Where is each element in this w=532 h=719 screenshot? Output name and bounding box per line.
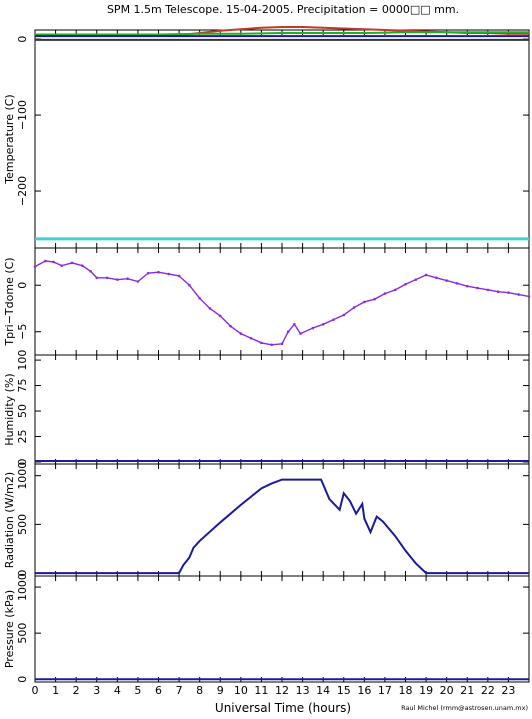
y-axis-label: Humidity (%): [3, 373, 16, 445]
y-tick-label: 100: [16, 350, 29, 371]
y-tick-label: −5: [16, 324, 29, 340]
data-series-line: [35, 478, 529, 575]
x-tick-label: 18: [399, 684, 413, 697]
y-tick-label: 0: [16, 282, 29, 289]
x-axis-label: Universal Time (hours): [215, 701, 351, 715]
x-tick-label: 0: [32, 684, 39, 697]
data-series-line: [35, 31, 529, 36]
y-axis-label: Pressure (kPa): [3, 590, 16, 668]
y-tick-label: −200: [16, 176, 29, 206]
x-tick-label: 23: [501, 684, 515, 697]
x-tick-label: 9: [217, 684, 224, 697]
x-tick-label: 12: [275, 684, 289, 697]
x-tick-label: 11: [254, 684, 268, 697]
y-tick-label: 0: [16, 36, 29, 43]
y-tick-label: 0: [16, 458, 29, 465]
x-tick-label: 2: [73, 684, 80, 697]
y-tick-label: 0: [16, 570, 29, 577]
credit-text: Raul Michel (rmm@astrosen.unam.mx): [401, 704, 528, 712]
x-tick-label: 13: [296, 684, 310, 697]
x-tick-label: 5: [134, 684, 141, 697]
panel-frame: [34, 247, 530, 356]
x-tick-label: 14: [316, 684, 330, 697]
y-tick-label: 75: [16, 379, 29, 393]
x-tick-label: 15: [337, 684, 351, 697]
panel-frame: [34, 29, 530, 249]
y-axis-label: Temperature (C): [3, 94, 16, 184]
y-tick-label: 0: [16, 676, 29, 683]
panel-frame: [34, 463, 530, 577]
x-tick-label: 8: [196, 684, 203, 697]
x-tick-label: 3: [93, 684, 100, 697]
data-series-line: [34, 260, 530, 346]
y-tick-label: 50: [16, 404, 29, 418]
x-tick-label: 1: [52, 684, 59, 697]
y-tick-label: 1000: [16, 462, 29, 490]
x-tick-label: 7: [176, 684, 183, 697]
x-tick-label: 22: [481, 684, 495, 697]
x-tick-label: 19: [419, 684, 433, 697]
panel-frame: [34, 354, 530, 465]
panel-frame: [34, 575, 530, 683]
y-tick-label: −100: [16, 100, 29, 130]
y-tick-label: 25: [16, 429, 29, 443]
x-tick-label: 10: [234, 684, 248, 697]
y-axis-label: Radiation (W/m2): [3, 472, 16, 568]
x-tick-label: 6: [155, 684, 162, 697]
x-tick-label: 16: [357, 684, 371, 697]
y-tick-label: 500: [16, 623, 29, 644]
y-tick-label: 1000: [16, 573, 29, 601]
y-tick-label: 500: [16, 514, 29, 535]
x-tick-label: 4: [114, 684, 121, 697]
x-tick-label: 21: [460, 684, 474, 697]
x-tick-label: 20: [440, 684, 454, 697]
x-tick-label: 17: [378, 684, 392, 697]
chart-title: SPM 1.5m Telescope. 15-04-2005. Precipit…: [107, 3, 459, 16]
y-axis-label: Tpri−Tdome (C): [3, 257, 16, 346]
